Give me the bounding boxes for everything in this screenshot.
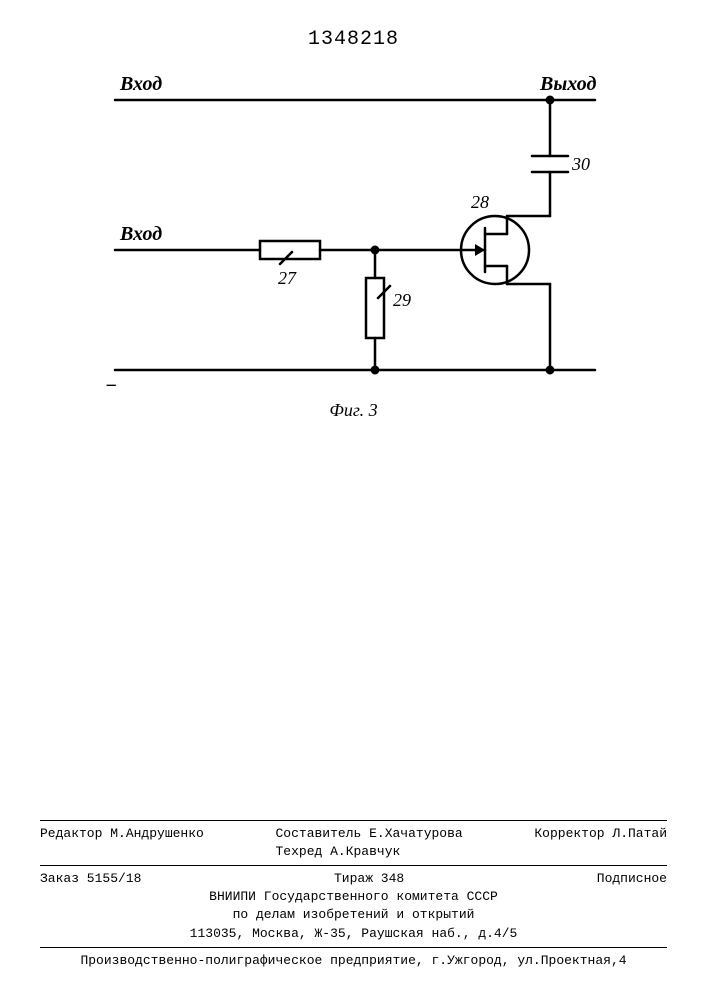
patent-number: 1348218 — [0, 28, 707, 51]
svg-text:28: 28 — [471, 192, 489, 212]
svg-text:Вход: Вход — [119, 73, 162, 95]
svg-text:Вход: Вход — [119, 223, 162, 245]
printer-line: Производственно-полиграфическое предприя… — [40, 952, 667, 970]
corrector-text: Корректор Л.Патай — [534, 825, 667, 861]
page: 1348218 Вход Выход − Вход 27 29 28 30 Фиг. 3 Ре… — [0, 0, 707, 1000]
editor-text: Редактор М.Андрушенко — [40, 825, 204, 861]
org-line-1: ВНИИПИ Государственного комитета СССР — [40, 888, 667, 906]
circuit-diagram: Вход Выход − Вход 27 29 28 30 — [95, 60, 625, 400]
svg-text:27: 27 — [278, 268, 297, 288]
podpisnoe-text: Подписное — [597, 870, 667, 888]
svg-text:Выход: Выход — [539, 73, 596, 95]
order-text: Заказ 5155/18 — [40, 870, 141, 888]
footer-block: Редактор М.Андрушенко Составитель Е.Хача… — [40, 816, 667, 970]
address-line: 113035, Москва, Ж-35, Раушская наб., д.4… — [40, 925, 667, 943]
tirage-text: Тираж 348 — [334, 870, 404, 888]
circuit-svg: Вход Выход − Вход 27 29 28 30 — [95, 60, 625, 400]
svg-text:30: 30 — [571, 154, 590, 174]
divider — [40, 865, 667, 866]
figure-caption: Фиг. 3 — [0, 400, 707, 421]
divider — [40, 820, 667, 821]
svg-text:29: 29 — [393, 290, 411, 310]
divider — [40, 947, 667, 948]
techred-text: Техред А.Кравчук — [275, 844, 400, 859]
org-line-2: по делам изобретений и открытий — [40, 906, 667, 924]
svg-text:−: − — [105, 375, 117, 397]
compiler-text: Составитель Е.Хачатурова — [275, 826, 462, 841]
